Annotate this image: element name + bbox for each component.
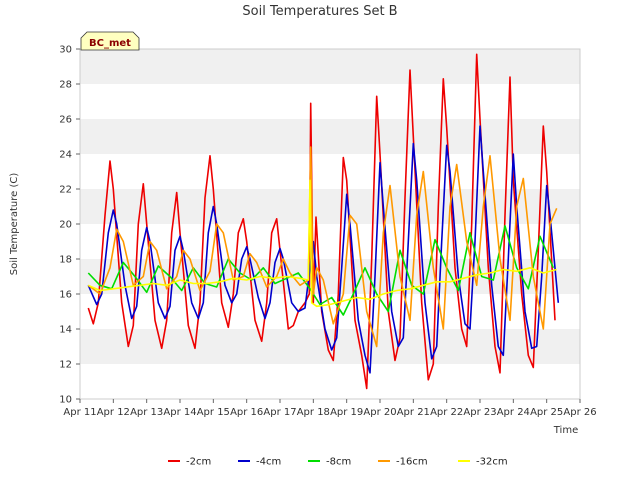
x-tick-label: Apr 22 [430, 407, 463, 418]
grid-band [80, 49, 580, 84]
x-tick-label: Apr 14 [163, 407, 196, 418]
y-tick-label: 26 [59, 115, 72, 126]
x-tick-label: Apr 23 [463, 407, 496, 418]
x-tick-label: Apr 16 [230, 407, 263, 418]
y-axis-ticks: 10 12 14 16 18 20 22 24 26 28 30 [59, 45, 80, 406]
y-tick-label: 18 [59, 255, 72, 266]
x-tick-label: Apr 18 [297, 407, 330, 418]
x-tick-label: Apr 11 [63, 407, 96, 418]
y-tick-label: 28 [59, 80, 72, 91]
y-tick-label: 16 [59, 290, 72, 301]
legend-label: -4cm [256, 457, 281, 468]
series-line-4cm [87, 125, 560, 374]
legend-label: -32cm [476, 457, 508, 468]
y-tick-label: 10 [59, 395, 72, 406]
x-tick-label: Apr 17 [263, 407, 296, 418]
grid-band [80, 84, 580, 119]
grid-band [80, 364, 580, 399]
y-axis-label: Soil Temperature (C) [9, 173, 20, 276]
legend: -2cm -4cm -8cm -16cm -32cm [168, 457, 508, 468]
series-lines [87, 53, 560, 390]
x-tick-label: Apr 21 [397, 407, 430, 418]
badge-label: BC_met [89, 38, 131, 49]
y-tick-label: 22 [59, 185, 72, 196]
series-line-8cm [87, 225, 555, 316]
x-tick-label: Apr 19 [330, 407, 363, 418]
y-tick-label: 30 [59, 45, 72, 56]
x-axis-label: Time [553, 425, 578, 436]
legend-label: -16cm [396, 457, 428, 468]
series-line-2cm [87, 53, 556, 390]
y-tick-label: 24 [59, 150, 72, 161]
y-tick-label: 20 [59, 220, 72, 231]
x-tick-label: Apr 20 [363, 407, 396, 418]
legend-label: -2cm [186, 457, 211, 468]
x-tick-label: Apr 26 [563, 407, 596, 418]
x-tick-label: Apr 12 [97, 407, 130, 418]
badge-shape [80, 31, 140, 51]
x-axis-ticks: Apr 11 Apr 12 Apr 13 Apr 14 Apr 15 Apr 16 Apr … [63, 399, 597, 418]
grid-band [80, 154, 580, 189]
x-tick-label: Apr 13 [130, 407, 163, 418]
series-line-32cm [87, 179, 557, 308]
x-tick-label: Apr 25 [530, 407, 563, 418]
station-badge: BC_met [80, 31, 140, 51]
legend-label: -8cm [326, 457, 351, 468]
grid-band [80, 119, 580, 154]
series-line-16cm [87, 146, 558, 348]
y-tick-label: 14 [59, 325, 72, 336]
x-tick-label: Apr 24 [497, 407, 530, 418]
chart-title: Soil Temperatures Set B [242, 4, 397, 19]
y-tick-label: 12 [59, 360, 72, 371]
x-tick-label: Apr 15 [197, 407, 230, 418]
